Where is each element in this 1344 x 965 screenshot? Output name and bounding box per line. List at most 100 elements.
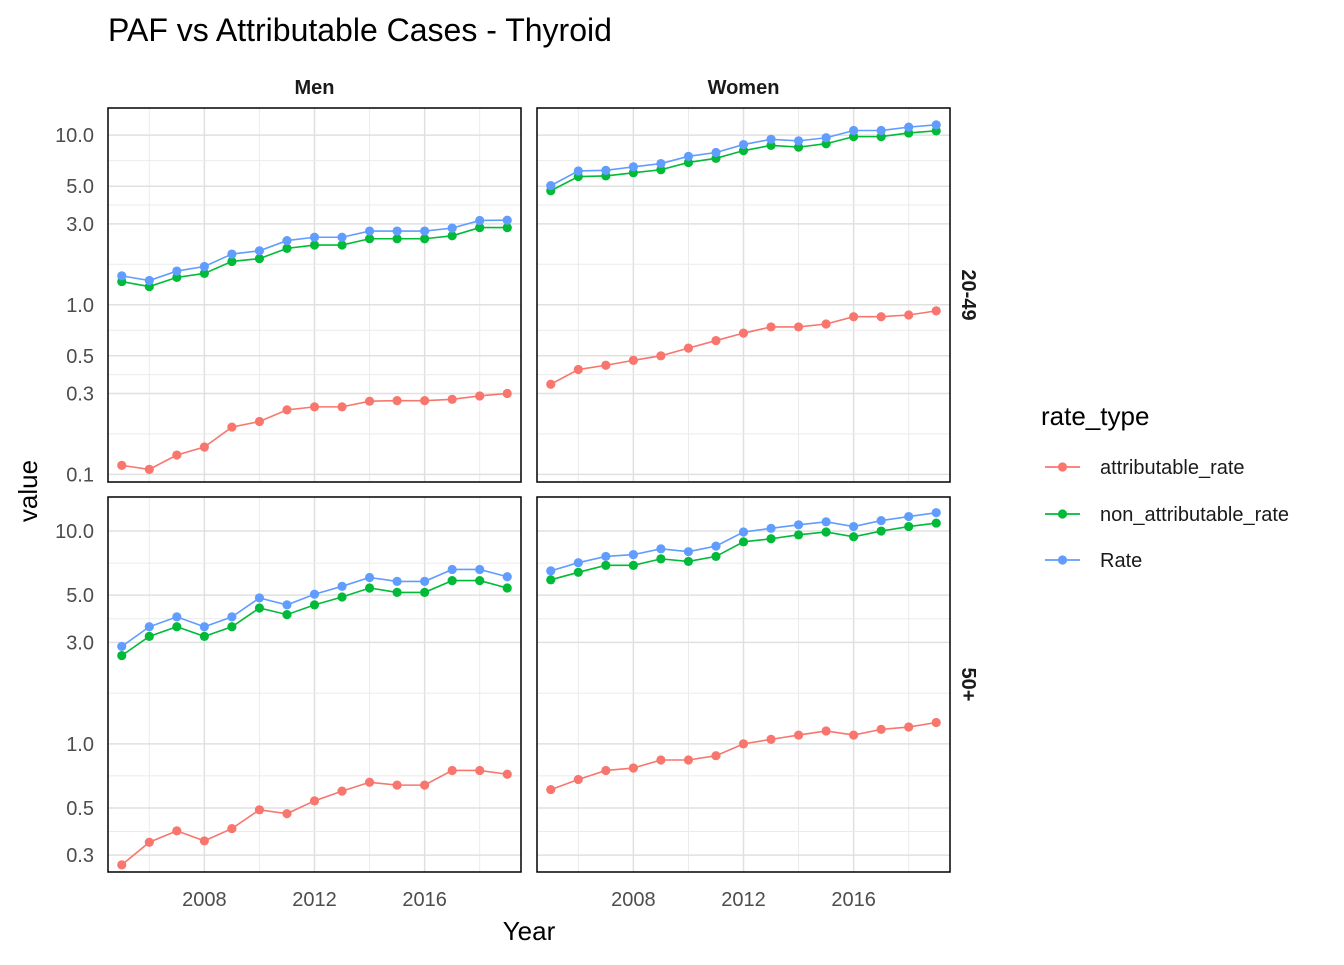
legend-marker xyxy=(1057,509,1068,519)
data-point-attributable-rate xyxy=(254,805,265,815)
data-point-attributable-rate xyxy=(793,322,804,332)
panel-border xyxy=(107,107,522,483)
legend-entry: attributable_rate xyxy=(1045,457,1245,479)
data-point-Rate xyxy=(254,246,265,256)
data-point-attributable-rate xyxy=(117,460,127,470)
facet-column-label: Women xyxy=(708,77,780,99)
x-tick-label: 2008 xyxy=(611,889,656,911)
data-point-Rate xyxy=(144,622,154,632)
x-tick-label: 2016 xyxy=(831,889,876,911)
data-point-attributable-rate xyxy=(821,726,831,736)
data-point-non-attributable-rate xyxy=(502,583,512,593)
data-point-attributable-rate xyxy=(309,402,320,412)
y-tick-label: 0.3 xyxy=(66,845,94,867)
data-point-non-attributable-rate xyxy=(337,240,347,250)
data-point-Rate xyxy=(821,133,831,143)
data-point-Rate xyxy=(849,521,859,532)
data-point-attributable-rate xyxy=(793,730,804,740)
data-point-non-attributable-rate xyxy=(144,631,154,641)
data-point-non-attributable-rate xyxy=(876,526,886,536)
data-point-Rate xyxy=(573,558,583,568)
facet-row-label: 50+ xyxy=(957,668,979,702)
data-point-attributable-rate xyxy=(364,396,375,406)
data-point-attributable-rate xyxy=(683,343,694,353)
data-point-Rate xyxy=(199,622,209,632)
data-point-Rate xyxy=(144,275,154,286)
data-point-non-attributable-rate xyxy=(447,231,457,241)
data-point-non-attributable-rate xyxy=(199,631,209,641)
data-point-non-attributable-rate xyxy=(573,567,583,577)
data-point-non-attributable-rate xyxy=(766,534,776,544)
y-tick-label: 5.0 xyxy=(66,585,94,607)
data-point-attributable-rate xyxy=(447,765,457,776)
data-point-non-attributable-rate xyxy=(546,575,556,585)
data-point-attributable-rate xyxy=(711,751,721,761)
data-point-Rate xyxy=(420,576,430,587)
data-point-Rate xyxy=(904,511,914,522)
data-point-non-attributable-rate xyxy=(364,583,375,593)
chart-title: PAF vs Attributable Cases - Thyroid xyxy=(108,12,612,48)
data-point-attributable-rate xyxy=(904,310,914,320)
data-point-Rate xyxy=(172,612,182,622)
data-point-Rate xyxy=(876,125,886,136)
data-point-Rate xyxy=(199,261,209,272)
panel-border xyxy=(536,107,951,483)
data-point-attributable-rate xyxy=(821,319,831,329)
legend-marker xyxy=(1057,462,1068,472)
data-point-attributable-rate xyxy=(144,464,154,474)
data-point-non-attributable-rate xyxy=(447,576,457,586)
data-point-attributable-rate xyxy=(337,786,347,796)
data-point-attributable-rate xyxy=(546,784,556,795)
data-point-Rate xyxy=(364,226,375,236)
y-tick-label: 1.0 xyxy=(66,734,94,756)
data-point-attributable-rate xyxy=(420,780,430,790)
data-point-Rate xyxy=(337,232,347,242)
data-point-attributable-rate xyxy=(475,391,485,401)
data-point-non-attributable-rate xyxy=(309,240,320,250)
data-point-Rate xyxy=(573,166,583,176)
y-tick-label: 10.0 xyxy=(55,521,94,543)
data-point-attributable-rate xyxy=(601,765,611,776)
panel-border xyxy=(107,496,522,873)
data-point-Rate xyxy=(117,641,127,652)
data-point-Rate xyxy=(364,572,375,583)
x-tick-label: 2008 xyxy=(182,889,227,911)
data-point-Rate xyxy=(254,593,265,603)
data-point-Rate xyxy=(392,226,402,236)
data-point-non-attributable-rate xyxy=(364,234,375,244)
x-tick-label: 2012 xyxy=(292,889,337,911)
facet-row-label: 20-49 xyxy=(957,269,979,320)
data-point-attributable-rate xyxy=(766,322,776,332)
data-point-attributable-rate xyxy=(876,724,886,734)
data-point-attributable-rate xyxy=(502,769,512,779)
data-point-Rate xyxy=(282,600,292,610)
y-tick-label: 3.0 xyxy=(66,214,94,236)
legend-title: rate_type xyxy=(1041,401,1149,431)
data-point-attributable-rate xyxy=(447,394,457,404)
data-point-Rate xyxy=(849,125,859,136)
data-point-attributable-rate xyxy=(573,774,583,785)
panel-women-20-49: Women 20-49 xyxy=(536,77,979,483)
legend-label: non_attributable_rate xyxy=(1100,504,1289,526)
data-point-non-attributable-rate xyxy=(475,576,485,586)
data-point-attributable-rate xyxy=(282,405,292,415)
x-tick-label: 2016 xyxy=(402,889,447,911)
data-point-non-attributable-rate xyxy=(254,254,265,264)
data-point-attributable-rate xyxy=(766,734,776,744)
data-point-non-attributable-rate xyxy=(117,650,127,661)
data-point-Rate xyxy=(793,136,804,146)
y-tick-label: 3.0 xyxy=(66,632,94,654)
data-point-attributable-rate xyxy=(601,360,611,370)
data-point-attributable-rate xyxy=(475,765,485,776)
y-tick-label: 10.0 xyxy=(55,125,94,147)
data-point-attributable-rate xyxy=(931,306,941,316)
data-point-Rate xyxy=(656,544,666,554)
x-tick-label: 2012 xyxy=(721,889,766,911)
data-point-Rate xyxy=(766,523,776,533)
data-point-attributable-rate xyxy=(849,730,859,740)
data-point-attributable-rate xyxy=(628,763,638,773)
data-point-non-attributable-rate xyxy=(904,521,914,532)
data-point-Rate xyxy=(793,520,804,530)
data-point-attributable-rate xyxy=(282,809,292,819)
data-point-attributable-rate xyxy=(199,442,209,452)
